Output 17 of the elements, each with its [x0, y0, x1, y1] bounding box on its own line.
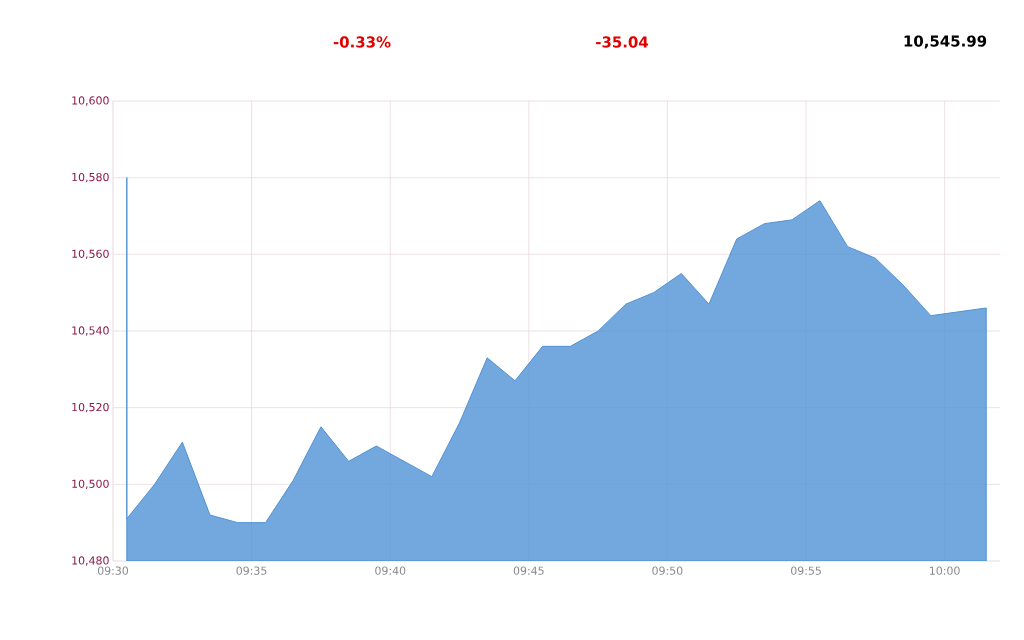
x-tick-label: 09:50	[652, 566, 683, 575]
x-tick-label: 09:30	[97, 566, 129, 575]
y-tick-label: 10,500	[72, 479, 109, 490]
x-tick-label: 09:55	[791, 566, 821, 575]
text: -0.33%	[333, 36, 391, 48]
x-tick-label: 09:40	[375, 566, 406, 575]
text: 10,545.99	[904, 35, 987, 49]
y-tick-label: 10,480	[72, 556, 109, 566]
y-tick-label: 10,540	[72, 326, 109, 336]
y-tick-label: 10,580	[72, 172, 109, 183]
x-tick-label: 09:45	[513, 566, 544, 575]
x-tick-label: 09:35	[236, 566, 267, 575]
y-tick-label: 10,600	[72, 96, 109, 106]
x-tick-label: 10:00	[930, 566, 960, 575]
y-tick-label: 10,520	[72, 402, 109, 413]
y-tick-label: 10,560	[72, 249, 109, 260]
text: -35.04	[596, 36, 649, 48]
